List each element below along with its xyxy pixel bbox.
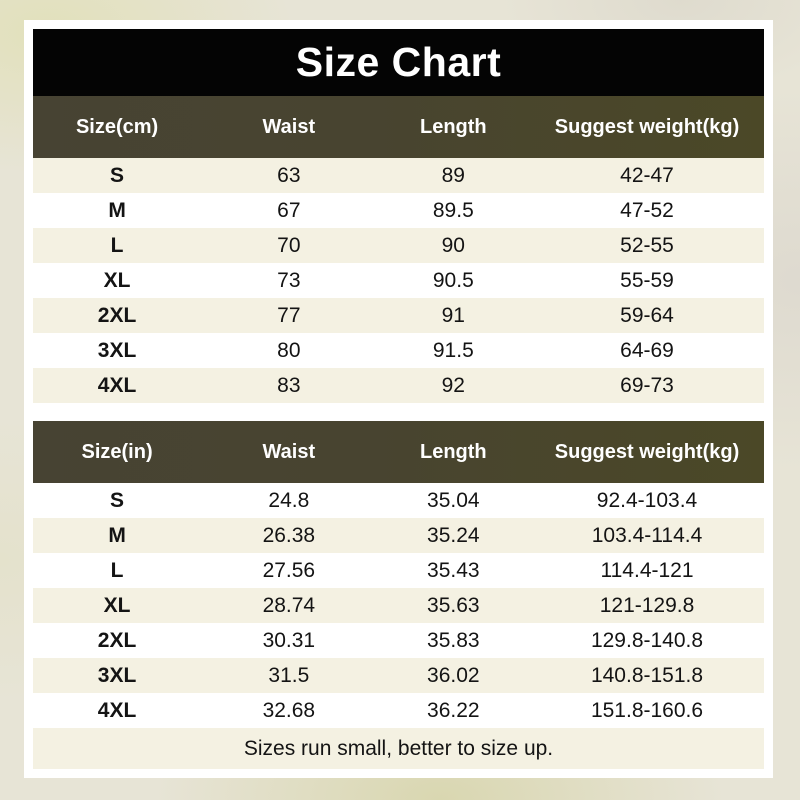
footer-note: Sizes run small, better to size up. (243, 736, 554, 760)
waist-value: 73 (277, 268, 301, 292)
size-value: 4XL (97, 698, 137, 722)
column-header-size-in: Size(in) (81, 440, 153, 463)
weight-value: 121-129.8 (599, 593, 695, 617)
table-row: 4XL 32.68 36.22 151.8-160.6 (33, 693, 764, 728)
table-row: M 26.38 35.24 103.4-114.4 (33, 518, 764, 553)
table-row: S 63 89 42-47 (33, 158, 764, 193)
table-row: 3XL 31.5 36.02 140.8-151.8 (33, 658, 764, 693)
size-table-in: Size(in) Waist Length Suggest weight(kg)… (33, 421, 764, 728)
length-value: 91.5 (432, 338, 474, 362)
size-value: L (110, 233, 124, 257)
size-value: S (110, 163, 125, 187)
length-value: 35.83 (427, 628, 480, 652)
waist-value: 77 (277, 303, 301, 327)
waist-value: 70 (277, 233, 301, 257)
weight-value: 42-47 (620, 163, 674, 187)
size-value: 4XL (97, 373, 137, 397)
weight-value: 59-64 (620, 303, 674, 327)
column-header-weight: Suggest weight(kg) (554, 440, 740, 463)
weight-value: 114.4-121 (600, 558, 694, 582)
table-divider (33, 403, 764, 421)
table-in-header-row: Size(in) Waist Length Suggest weight(kg) (33, 421, 764, 483)
column-header-length: Length (419, 440, 487, 463)
length-value: 36.22 (427, 698, 480, 722)
length-value: 90 (441, 233, 465, 257)
column-header-length: Length (419, 115, 487, 138)
chart-title-bar: Size Chart (33, 29, 764, 96)
waist-value: 30.31 (262, 628, 316, 652)
size-value: 3XL (97, 338, 137, 362)
size-value: L (110, 558, 124, 582)
table-row: S 24.8 35.04 92.4-103.4 (33, 483, 764, 518)
size-value: XL (103, 593, 131, 617)
table-row: M 67 89.5 47-52 (33, 193, 764, 228)
weight-value: 47-52 (620, 198, 674, 222)
column-header-waist: Waist (262, 115, 316, 138)
column-header-weight: Suggest weight(kg) (554, 115, 740, 138)
waist-value: 63 (277, 163, 301, 187)
size-value: S (110, 488, 125, 512)
length-value: 92 (441, 373, 465, 397)
length-value: 36.02 (427, 663, 480, 687)
length-value: 35.04 (427, 488, 480, 512)
waist-value: 26.38 (262, 523, 316, 547)
length-value: 35.63 (427, 593, 480, 617)
length-value: 89 (441, 163, 465, 187)
table-row: XL 73 90.5 55-59 (33, 263, 764, 298)
weight-value: 69-73 (620, 373, 674, 397)
table-row: 2XL 30.31 35.83 129.8-140.8 (33, 623, 764, 658)
length-value: 89.5 (432, 198, 474, 222)
table-row: 4XL 83 92 69-73 (33, 368, 764, 403)
weight-value: 52-55 (620, 233, 674, 257)
weight-value: 92.4-103.4 (596, 488, 698, 512)
size-value: M (108, 198, 126, 222)
table-cm-header-row: Size(cm) Waist Length Suggest weight(kg) (33, 96, 764, 158)
footer-note-row: Sizes run small, better to size up. (33, 728, 764, 769)
waist-value: 27.56 (262, 558, 316, 582)
table-row: XL 28.74 35.63 121-129.8 (33, 588, 764, 623)
weight-value: 129.8-140.8 (590, 628, 704, 652)
waist-value: 80 (277, 338, 301, 362)
size-value: 2XL (97, 303, 137, 327)
chart-title: Size Chart (295, 39, 502, 85)
size-value: 3XL (97, 663, 137, 687)
length-value: 35.24 (427, 523, 480, 547)
weight-value: 140.8-151.8 (590, 663, 704, 687)
size-chart-panel: Size Chart Size(cm) Waist Length Suggest… (24, 20, 773, 778)
waist-value: 28.74 (262, 593, 316, 617)
length-value: 91 (441, 303, 465, 327)
waist-value: 83 (277, 373, 301, 397)
waist-value: 24.8 (268, 488, 310, 512)
column-header-waist: Waist (262, 440, 316, 463)
size-value: M (108, 523, 126, 547)
table-row: 2XL 77 91 59-64 (33, 298, 764, 333)
weight-value: 103.4-114.4 (591, 523, 703, 547)
weight-value: 55-59 (620, 268, 674, 292)
size-value: XL (103, 268, 131, 292)
table-row: L 27.56 35.43 114.4-121 (33, 553, 764, 588)
waist-value: 32.68 (262, 698, 316, 722)
size-table-cm: Size(cm) Waist Length Suggest weight(kg)… (33, 96, 764, 403)
length-value: 35.43 (427, 558, 480, 582)
length-value: 90.5 (432, 268, 474, 292)
table-row: L 70 90 52-55 (33, 228, 764, 263)
table-row: 3XL 80 91.5 64-69 (33, 333, 764, 368)
waist-value: 31.5 (268, 663, 310, 687)
weight-value: 151.8-160.6 (590, 698, 704, 722)
weight-value: 64-69 (620, 338, 674, 362)
waist-value: 67 (277, 198, 301, 222)
size-value: 2XL (97, 628, 137, 652)
column-header-size-cm: Size(cm) (75, 115, 159, 138)
